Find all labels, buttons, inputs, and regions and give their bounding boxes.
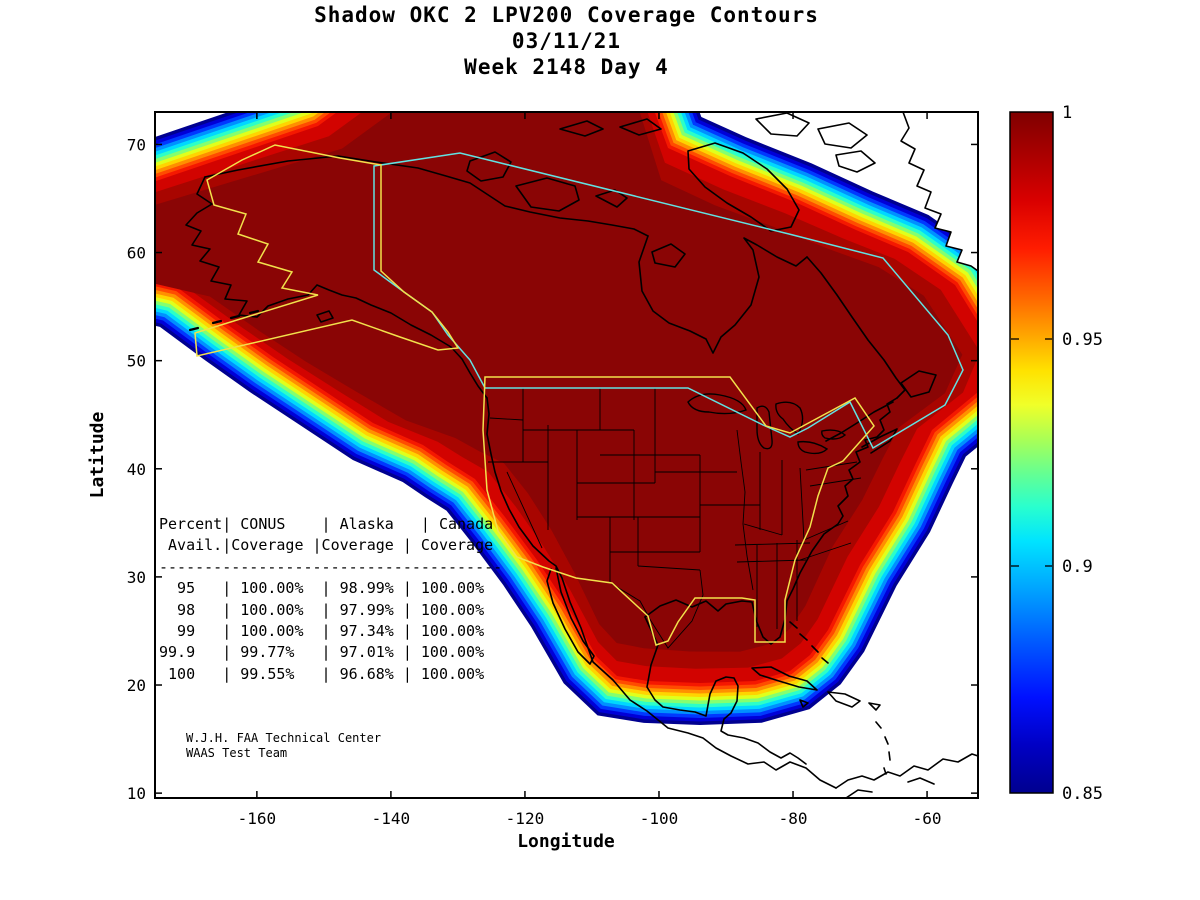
x-tick-label: -160 — [238, 809, 277, 828]
colorbar-tick-label: 1 — [1062, 103, 1072, 123]
service-volume-boundaries — [194, 144, 875, 646]
greenland-landmass — [900, 112, 978, 272]
x-tick-label: -100 — [640, 809, 679, 828]
hudson-bay-coastline — [638, 235, 808, 354]
alaska-service-boundary-line — [194, 144, 460, 357]
credit-text: W.J.H. FAA Technical Center WAAS Test Te… — [186, 731, 381, 760]
map-layers — [155, 112, 978, 798]
colorbar-border — [1009, 111, 1054, 794]
plot-border — [154, 111, 979, 799]
y-tick-label: 10 — [127, 784, 146, 803]
conus-service-boundary-line — [482, 376, 875, 646]
south-america-coastline — [835, 753, 978, 798]
y-tick-label: 60 — [127, 244, 146, 263]
great-lakes — [687, 393, 847, 455]
gulf-of-mexico-central-america-coastline — [644, 616, 807, 765]
x-tick-label: -140 — [372, 809, 411, 828]
colorbar-gradient — [1010, 112, 1053, 793]
arctic-coastline — [204, 155, 649, 237]
x-tick-label: -60 — [913, 809, 942, 828]
x-tick-label: -80 — [779, 809, 808, 828]
y-tick-label: 40 — [127, 460, 146, 479]
caribbean-islands — [751, 621, 891, 775]
x-axis: -160 -140 -120 -100 -80 -60 — [238, 112, 942, 828]
baja-california-coastline — [546, 567, 595, 665]
pacific-coastline — [486, 397, 837, 789]
y-tick-label: 30 — [127, 568, 146, 587]
colorbar: 1 0.95 0.9 0.85 — [1009, 103, 1103, 804]
title-line-1: Shadow OKC 2 LPV200 Coverage Contours — [314, 3, 819, 27]
title-line-2: 03/11/21 — [511, 29, 622, 53]
colorbar-ticks: 1 0.95 0.9 0.85 — [1011, 103, 1103, 804]
colorbar-tick-label: 0.9 — [1062, 557, 1093, 577]
arctic-islands-coastline — [466, 118, 800, 268]
chart-title: Shadow OKC 2 LPV200 Coverage Contours 03… — [155, 2, 978, 80]
y-axis: 70 60 50 40 30 20 10 — [127, 135, 978, 803]
aleutian-islands — [188, 309, 260, 332]
credit-line-2: WAAS Test Team — [186, 745, 288, 760]
x-axis-label: Longitude — [517, 831, 615, 852]
colorbar-tick-label: 0.85 — [1062, 784, 1103, 804]
us-gulf-atlantic-coastline — [644, 397, 898, 645]
credit-line-1: W.J.H. FAA Technical Center — [186, 731, 382, 745]
y-tick-label: 20 — [127, 676, 146, 695]
uncovered-landmasses — [755, 112, 978, 272]
y-axis-label: Latitude — [87, 411, 108, 498]
title-line-3: Week 2148 Day 4 — [464, 55, 669, 79]
colorbar-tick-label: 0.95 — [1062, 330, 1103, 350]
ellesmere-islands — [755, 112, 876, 173]
x-tick-label: -120 — [506, 809, 545, 828]
state-borders — [488, 388, 862, 649]
labrador-maritimes-coastline — [806, 256, 937, 454]
y-tick-label: 50 — [127, 352, 146, 371]
availability-table: Percent| CONUS | Alaska | Canada Avail.|… — [159, 515, 503, 683]
y-tick-label: 70 — [127, 135, 146, 154]
kodiak-island — [316, 310, 334, 323]
